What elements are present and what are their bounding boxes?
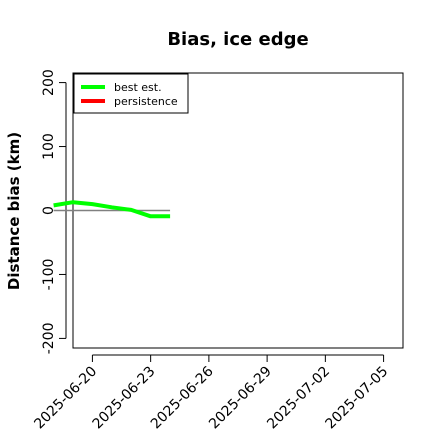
y-tick-label: 200	[41, 69, 57, 96]
series-layer	[53, 200, 171, 219]
series-line-best-est-	[53, 200, 171, 219]
legend: best est.persistence	[73, 73, 189, 114]
x-tick-label: 2025-07-05	[323, 364, 392, 433]
y-tick-label: 100	[41, 133, 57, 160]
y-tick-label: -100	[41, 259, 57, 291]
chart-title: Bias, ice edge	[167, 29, 308, 50]
y-tick-label: 0	[41, 206, 57, 215]
y-axis-label: Distance bias (km)	[5, 132, 23, 290]
y-axis: -200 -100 0 100 200	[41, 69, 67, 355]
x-axis: 2025-06-202025-06-232025-06-262025-06-29…	[31, 354, 392, 433]
legend-box	[73, 73, 189, 114]
y-tick-label: -200	[41, 323, 57, 355]
legend-label: best est.	[114, 81, 162, 94]
legend-label: persistence	[114, 95, 178, 108]
